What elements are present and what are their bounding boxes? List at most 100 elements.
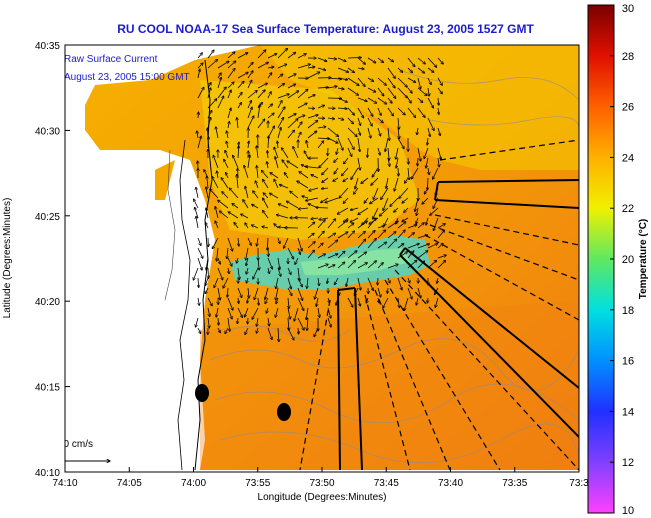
- river-line: [164, 149, 176, 301]
- current-vector: [217, 171, 218, 179]
- current-vector: [325, 197, 339, 203]
- current-vector: [317, 231, 324, 239]
- current-vector: [277, 48, 288, 59]
- current-vector: [327, 317, 331, 327]
- current-vector: [407, 287, 412, 299]
- current-vector: [337, 77, 348, 80]
- current-vector: [217, 267, 223, 280]
- current-vector: [426, 157, 429, 168]
- current-vector: [274, 224, 279, 229]
- current-vector: [388, 277, 390, 283]
- current-vector: [307, 72, 320, 79]
- current-vector: [257, 317, 259, 326]
- current-vector: [208, 137, 209, 149]
- current-vector: [223, 277, 229, 288]
- x-tick-label: 74:10: [52, 478, 77, 489]
- current-vector: [397, 87, 407, 98]
- current-vector: [257, 62, 268, 69]
- current-vector: [287, 327, 294, 340]
- current-vector: [427, 177, 428, 190]
- y-tick-label: 40:20: [35, 297, 60, 308]
- current-vector: [377, 287, 381, 297]
- current-vector: [396, 157, 399, 168]
- current-vector: [367, 261, 377, 269]
- current-vector: [337, 207, 349, 214]
- overlay-current-label: Raw Surface Current: [64, 54, 158, 65]
- current-vector: [417, 127, 418, 135]
- current-vector: [287, 267, 291, 275]
- current-vector: [287, 84, 296, 89]
- buoy-marker: [277, 403, 291, 421]
- y-tick-label: 40:30: [35, 126, 60, 137]
- current-vector: [398, 167, 399, 176]
- current-vector: [408, 157, 409, 164]
- current-vector: [237, 53, 248, 59]
- current-vector: [279, 185, 289, 189]
- current-vector: [407, 233, 414, 239]
- current-vector: [197, 257, 202, 270]
- current-vector: [268, 267, 269, 274]
- current-vector: [387, 57, 394, 62]
- current-vector: [227, 82, 234, 89]
- current-vector: [385, 137, 389, 152]
- current-vector: [417, 97, 423, 103]
- current-vector: [213, 155, 219, 169]
- current-vector: [295, 257, 299, 264]
- current-vector: [227, 131, 229, 139]
- current-vector: [268, 317, 269, 326]
- current-vector: [357, 107, 364, 118]
- current-vector: [427, 127, 430, 137]
- current-vector: [287, 161, 299, 169]
- current-vector: [277, 257, 280, 270]
- current-vector: [339, 187, 349, 198]
- y-axis-ticks: 40:35 40:30 40:25 40:20 40:15 40:10: [35, 41, 70, 479]
- current-vector: [302, 196, 309, 198]
- current-vector: [337, 137, 343, 150]
- colorbar-ticks: 30 28 26 24 22 20 18 16 14 12 10: [610, 3, 634, 517]
- current-vector: [317, 138, 330, 139]
- current-vector: [390, 197, 399, 206]
- current-vector: [205, 277, 209, 286]
- current-vector: [247, 107, 252, 119]
- current-vector: [297, 287, 303, 301]
- current-vector: [245, 186, 249, 199]
- current-vector: [347, 251, 357, 259]
- current-vector: [397, 230, 405, 239]
- current-vector: [309, 187, 319, 191]
- current-vector: [290, 191, 299, 199]
- current-vector: [217, 87, 226, 99]
- current-vector: [338, 287, 340, 295]
- x-tick-label: 74:00: [181, 478, 206, 489]
- current-vector: [357, 239, 366, 249]
- y-tick-label: 40:10: [35, 468, 60, 479]
- current-vector: [197, 247, 203, 258]
- current-vector: [307, 95, 315, 99]
- current-vector: [384, 217, 389, 226]
- current-vector: [433, 197, 439, 209]
- current-vector: [357, 277, 361, 290]
- current-vector: [227, 108, 231, 119]
- current-vector: [227, 257, 232, 266]
- current-vector: [287, 114, 296, 119]
- current-vector: [411, 167, 419, 179]
- current-vector: [357, 117, 361, 126]
- current-vector: [347, 58, 361, 59]
- current-vector: [437, 77, 442, 85]
- current-vector: [337, 220, 348, 229]
- current-vector: [307, 67, 315, 68]
- colorbar-tick-label: 16: [622, 356, 634, 368]
- current-vector: [407, 244, 419, 249]
- current-vector: [407, 77, 416, 83]
- current-vector: [207, 50, 214, 59]
- current-vector: [337, 108, 347, 109]
- current-vector: [287, 119, 298, 129]
- current-vector: [247, 155, 250, 169]
- current-vector: [398, 117, 399, 129]
- current-vector: [417, 67, 425, 73]
- current-vector: [377, 230, 386, 239]
- current-vector: [197, 53, 202, 59]
- current-vector: [437, 243, 443, 249]
- current-vector: [311, 175, 319, 179]
- current-vector: [237, 103, 242, 109]
- current-vector: [196, 317, 199, 327]
